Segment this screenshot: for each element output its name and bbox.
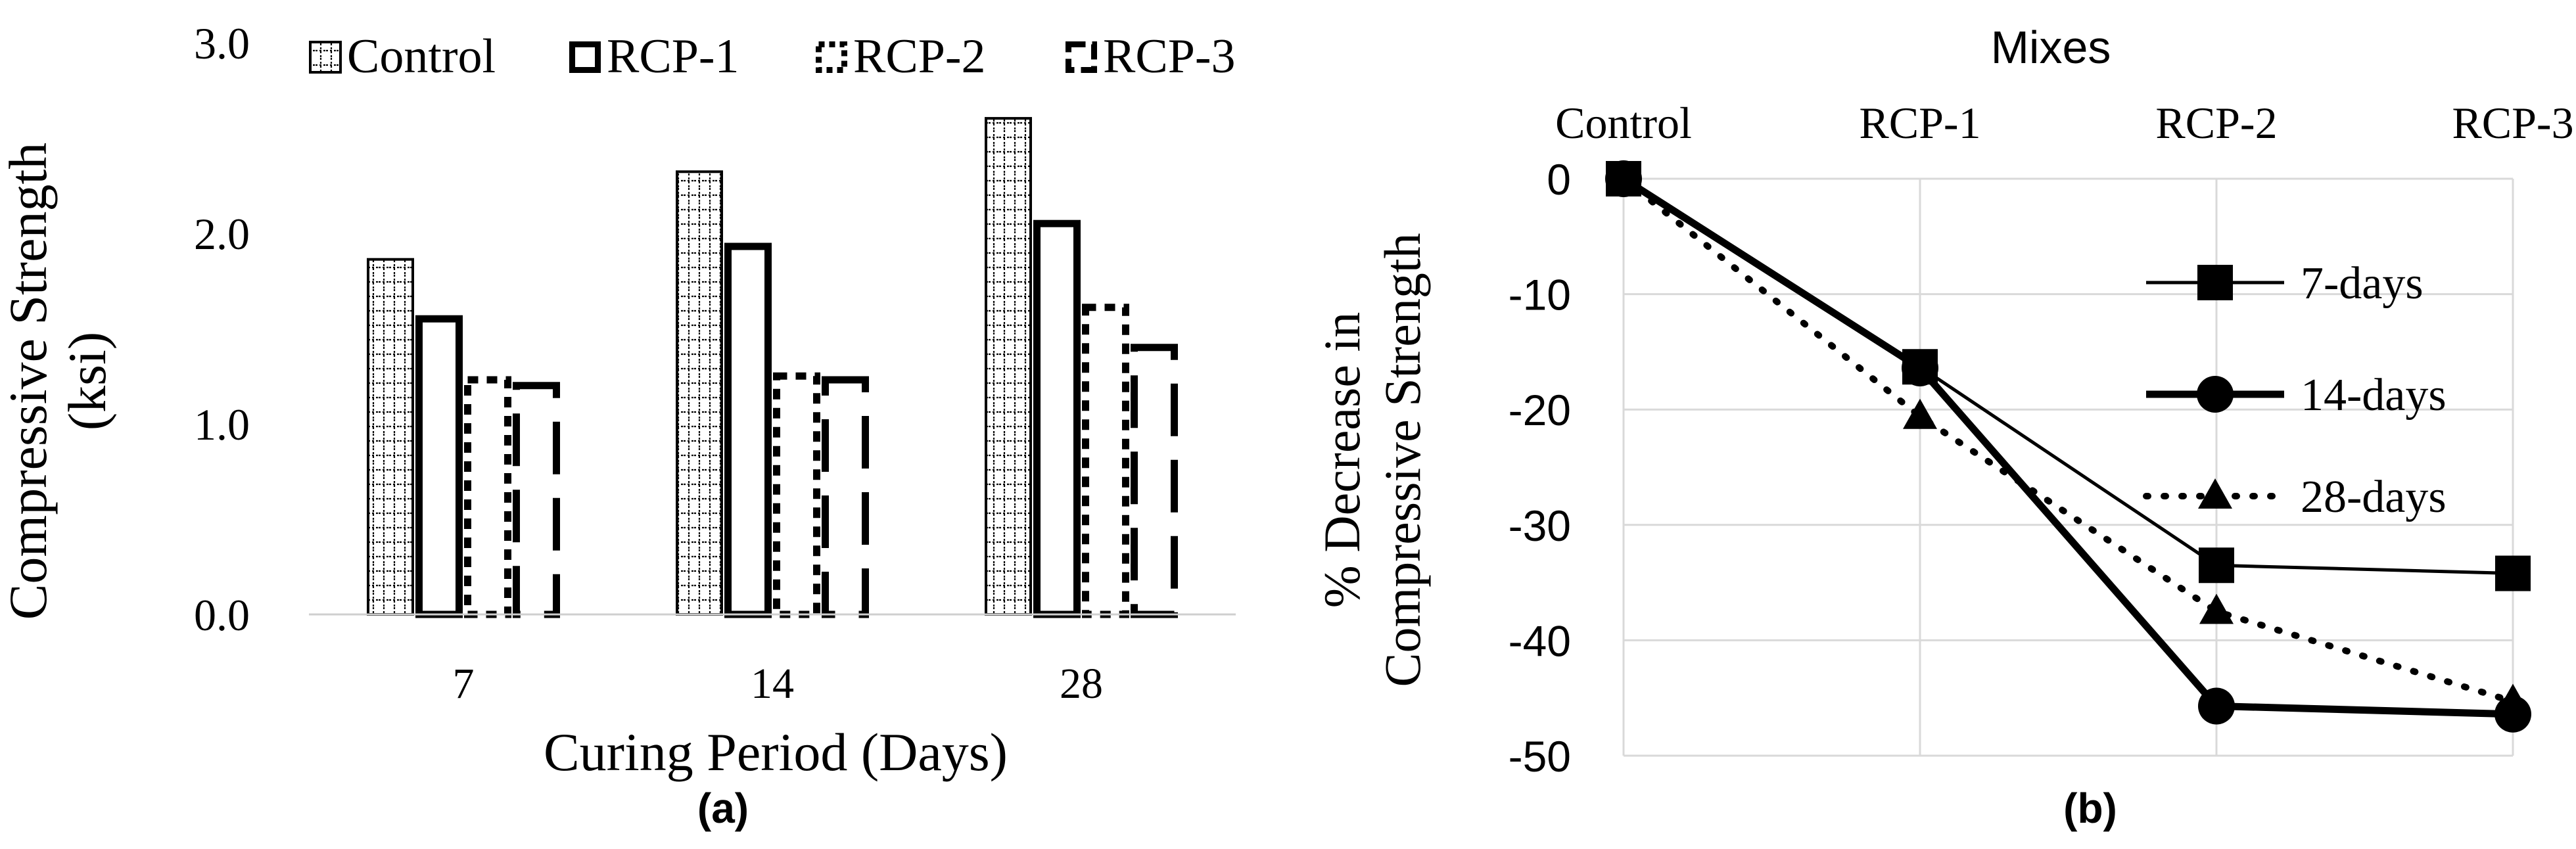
line-chart-x-tick-label: RCP-3 [2452, 98, 2573, 148]
bar-control-14d [676, 170, 723, 616]
line-chart-y-tick-label: 0 [1547, 155, 1571, 204]
bar-chart-x-tick-label: 7 [453, 660, 475, 708]
bar-chart-panel-a: 0.0 1.0 2.0 3.0 7 14 28 Control RCP-1 RCP-2 RCP-… [0, 18, 1236, 832]
legend-marker-7-days [2197, 265, 2233, 300]
line-chart-y-tick-label: -10 [1509, 271, 1571, 319]
line-chart-y-axis-label-line-2: Compressive Strength [1374, 233, 1431, 687]
bar-rcp-1-14d [724, 242, 772, 618]
bar-chart-x-tick-label: 28 [1060, 660, 1103, 708]
legend-marker-28-days [2198, 478, 2232, 509]
bar-chart-y-axis-label-line-1: Compressive Strength [0, 143, 58, 620]
point-14-days-rcp-1 [1902, 349, 1938, 386]
bar-chart-y-tick-label: 1.0 [194, 400, 250, 449]
point-28-days-rcp-1 [1903, 398, 1937, 429]
legend-swatch-control [309, 41, 342, 74]
bar-rcp-1-28d [1033, 219, 1081, 618]
panel-a-label: (a) [697, 785, 749, 832]
line-chart-x-tick-label: RCP-1 [1859, 98, 1980, 148]
bar-chart-y-tick-label: 0.0 [194, 590, 250, 640]
bar-rcp-2-14d [773, 372, 820, 618]
line-chart-x-ticks: Control RCP-1 RCP-2 RCP-3 [1555, 98, 2573, 148]
bar-rcp-3-28d [1131, 344, 1178, 618]
legend-marker-14-days [2197, 376, 2234, 413]
line-chart-y-tick-label: -30 [1509, 501, 1571, 550]
bar-rcp-2-7d [464, 376, 511, 618]
line-chart-series [1605, 160, 2531, 733]
point-7-days-rcp-2 [2199, 547, 2234, 584]
legend-label-7-days: 7-days [2301, 258, 2424, 309]
bar-chart-legend: Control RCP-1 RCP-2 RCP-3 [309, 30, 1236, 83]
line-chart-legend: 7-days 14-days 28-days [2143, 258, 2447, 522]
bar-chart-x-ticks: 7 14 28 [453, 660, 1104, 708]
line-chart-gridlines [1622, 177, 2514, 757]
legend-swatch-rcp-3 [1066, 41, 1097, 73]
panel-b-label: (b) [2063, 785, 2117, 832]
bar-chart-y-ticks: 0.0 1.0 2.0 3.0 [194, 18, 250, 640]
bar-rcp-3-7d [513, 382, 560, 618]
point-7-days-rcp-3 [2495, 555, 2531, 591]
bar-control-28d [985, 117, 1032, 616]
line-chart-y-tick-label: -20 [1509, 386, 1571, 434]
legend-label-control: Control [347, 30, 496, 83]
line-chart-y-tick-label: -50 [1509, 732, 1571, 781]
bar-rcp-3-14d [822, 376, 869, 618]
line-chart-x-tick-label: RCP-2 [2155, 98, 2277, 148]
line-chart-y-ticks: 0 -10 -20 -30 -40 -50 [1509, 155, 1571, 781]
bar-chart-plot-area [309, 117, 1236, 618]
legend-label-14-days: 14-days [2301, 370, 2447, 421]
legend-swatch-rcp-2 [816, 41, 847, 73]
point-28-days-rcp-3 [2496, 683, 2530, 714]
series-line-28-days [1620, 175, 2516, 705]
point-28-days-control [1606, 161, 1641, 191]
line-chart-panel-b: 0-10-20-30-40-50 Control RCP-1 RCP-2 RCP-3 … [1313, 22, 2574, 832]
line-chart-x-tick-label: Control [1555, 98, 1692, 148]
point-28-days-rcp-2 [2199, 593, 2234, 624]
bar-chart-y-tick-label: 2.0 [194, 209, 250, 259]
legend-swatch-rcp-1 [569, 41, 601, 73]
bar-chart-x-axis-label: Curing Period (Days) [544, 722, 1008, 782]
bar-rcp-1-7d [415, 315, 463, 618]
bar-chart-x-tick-label: 14 [751, 660, 794, 708]
line-chart-y-tick-label: -40 [1509, 616, 1571, 665]
point-14-days-rcp-2 [2198, 687, 2235, 725]
line-chart-y-axis-label-line-1: % Decrease in [1313, 312, 1370, 608]
bar-rcp-2-28d [1082, 304, 1129, 618]
line-chart-x-axis-label: Mixes [1991, 22, 2111, 73]
bar-chart-y-tick-label: 3.0 [194, 18, 250, 68]
legend-label-rcp-1: RCP-1 [607, 30, 739, 83]
bar-control-7d [367, 258, 414, 616]
legend-label-rcp-2: RCP-2 [853, 30, 986, 83]
bar-chart-y-axis-label-line-2: (ksi) [57, 332, 117, 430]
legend-label-rcp-3: RCP-3 [1103, 30, 1236, 83]
legend-label-28-days: 28-days [2301, 472, 2447, 522]
series-line-14-days [1622, 175, 2514, 718]
